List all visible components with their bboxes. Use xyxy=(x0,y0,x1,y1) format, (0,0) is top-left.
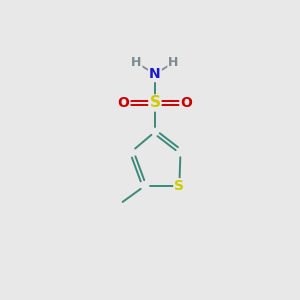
Text: O: O xyxy=(180,96,192,110)
Text: O: O xyxy=(118,96,130,110)
Text: S: S xyxy=(174,179,184,193)
Text: H: H xyxy=(131,56,142,69)
Text: N: N xyxy=(149,67,161,81)
Text: H: H xyxy=(168,56,179,69)
Text: S: S xyxy=(149,95,161,110)
